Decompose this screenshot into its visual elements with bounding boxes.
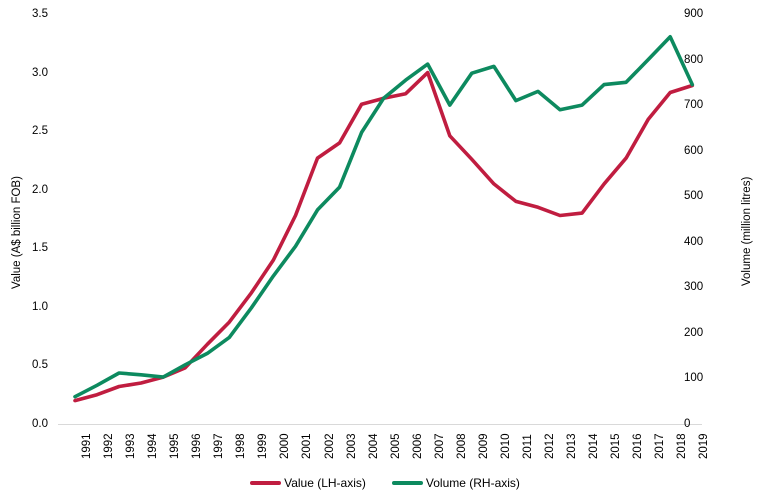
x-axis-label: 2013 (566, 433, 578, 459)
x-axis-label: 1992 (103, 433, 116, 459)
legend-label-volume: Volume (RH-axis) (425, 476, 520, 490)
x-axis-label: 2015 (610, 433, 623, 459)
left-axis-tick: 0.0 (32, 418, 48, 430)
x-axis-label: 2018 (676, 433, 689, 459)
right-axis-tick: 700 (684, 99, 704, 112)
x-axis-label: 2002 (323, 433, 336, 459)
right-axis-tick: 100 (684, 372, 704, 385)
right-axis-tick: 600 (684, 144, 704, 157)
left-axis-tick: 1.5 (32, 242, 48, 255)
right-axis-tick: 400 (684, 235, 704, 248)
x-axis-label: 2017 (654, 433, 667, 459)
right-axis-tick: 500 (684, 190, 704, 203)
x-axis-label: 2009 (477, 433, 490, 459)
left-axis-tick: 2.0 (32, 183, 48, 196)
left-axis-tick: 2.5 (32, 125, 48, 138)
legend-item-value: Value (LH-axis) (250, 476, 366, 490)
legend-label-value: Value (LH-axis) (284, 476, 366, 490)
value-series-swatch-icon (250, 481, 282, 485)
x-axis-label: 2011 (521, 434, 534, 459)
x-axis-label: 1991 (81, 433, 93, 459)
right-axis-tick: 0 (684, 418, 691, 430)
x-axis-label: 1997 (213, 433, 226, 459)
legend-item-volume: Volume (RH-axis) (391, 476, 520, 490)
x-axis-label: 2003 (345, 433, 358, 459)
x-axis-label: 2000 (279, 433, 292, 459)
x-axis-label: 2012 (543, 433, 556, 459)
right-axis-tick: 200 (684, 326, 704, 339)
x-axis-label: 2008 (455, 433, 468, 459)
right-axis-title: Volume (million litres) (741, 176, 753, 286)
left-axis-tick: 3.0 (32, 66, 48, 79)
x-axis-label: 1996 (191, 433, 204, 459)
x-axis-label: 2001 (301, 433, 314, 459)
x-axis-label: 1993 (125, 433, 138, 459)
x-axis-label: 2019 (698, 433, 711, 459)
x-axis-label: 2005 (389, 433, 402, 459)
x-axis-label: 2014 (588, 433, 601, 459)
left-axis-tick: 1.0 (32, 300, 48, 313)
x-axis-label: 2010 (499, 433, 512, 459)
x-axis-label: 2007 (433, 433, 446, 459)
left-axis-tick: 0.5 (32, 359, 48, 372)
volume-series-line (73, 34, 695, 399)
value-series-line (73, 70, 695, 403)
right-axis-tick: 900 (684, 8, 704, 20)
right-axis-tick: 800 (684, 53, 704, 66)
left-axis-tick: 3.5 (32, 8, 48, 20)
right-axis-tick: 300 (684, 281, 704, 294)
x-axis-label: 2016 (632, 433, 645, 459)
volume-series-swatch-icon (391, 481, 423, 485)
x-axis-label: 2006 (411, 433, 424, 459)
legend: Value (LH-axis) Volume (RH-axis) (0, 476, 770, 490)
x-axis-label: 1995 (169, 433, 182, 459)
x-axis-label: 1998 (235, 433, 248, 459)
x-axis-label: 2004 (367, 433, 380, 459)
x-axis-label: 1994 (147, 433, 160, 459)
x-axis-label: 1999 (257, 433, 270, 459)
plot-area (58, 34, 702, 425)
